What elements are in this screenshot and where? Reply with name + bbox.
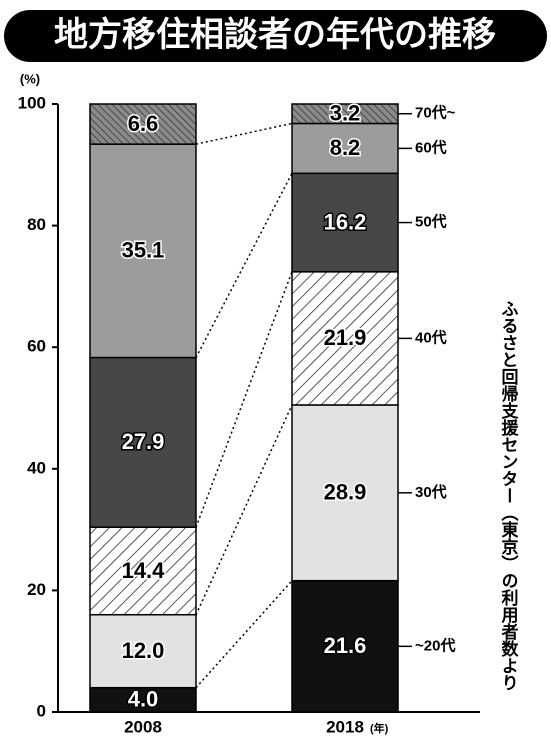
bar-segment — [291, 172, 399, 273]
data-label: 35.1 — [122, 238, 165, 263]
y-tick-label: 40 — [27, 458, 46, 477]
source: ふるさと回帰支援センター（東京）の利用者数より — [499, 300, 520, 691]
y-tick-label: 80 — [27, 215, 46, 234]
bar-segment — [291, 122, 399, 175]
y-tick-label: 60 — [27, 337, 46, 356]
connector — [195, 580, 293, 689]
data-label: 6.6 — [128, 111, 159, 136]
legend-label: ~20代 — [415, 636, 455, 654]
bar-segment — [291, 271, 399, 406]
y-tick-label: 0 — [37, 701, 46, 720]
x-tick-label: 2008 — [124, 717, 162, 736]
bar-segment — [89, 143, 197, 359]
legend-label: 60代 — [415, 138, 447, 156]
data-label: 27.9 — [122, 429, 165, 454]
legend-label: 50代 — [415, 213, 447, 231]
data-label: 3.2 — [330, 101, 361, 126]
bar-segment — [89, 613, 197, 689]
data-label: 14.4 — [122, 558, 166, 583]
x-unit: (年) — [370, 721, 389, 735]
connector — [195, 404, 293, 616]
y-tick-label: 20 — [27, 580, 46, 599]
bar-segment — [89, 356, 197, 528]
data-label: 12.0 — [122, 638, 165, 663]
legend-label: 40代 — [415, 328, 447, 346]
data-label: 4.0 — [128, 687, 159, 712]
bar-segment — [89, 103, 197, 145]
y-axis-label: (%) — [20, 71, 40, 86]
data-label: 8.2 — [330, 135, 361, 160]
x-tick-label: 2018 — [326, 717, 364, 736]
legend-label: 70代~ — [415, 104, 456, 122]
chart-title: 地方移住相談者の年代の推移 — [54, 16, 496, 54]
data-label: 21.6 — [324, 633, 367, 658]
data-label: 21.9 — [324, 325, 367, 350]
y-tick-label: 100 — [18, 93, 46, 112]
title-bar — [4, 10, 547, 62]
bar-segment — [89, 526, 197, 616]
legend-label: 30代 — [415, 483, 447, 501]
connector — [195, 172, 293, 358]
connector — [195, 271, 293, 528]
connector — [195, 122, 293, 145]
data-label: 28.9 — [324, 480, 367, 505]
data-label: 16.2 — [324, 209, 367, 234]
bar-segment — [291, 579, 399, 713]
